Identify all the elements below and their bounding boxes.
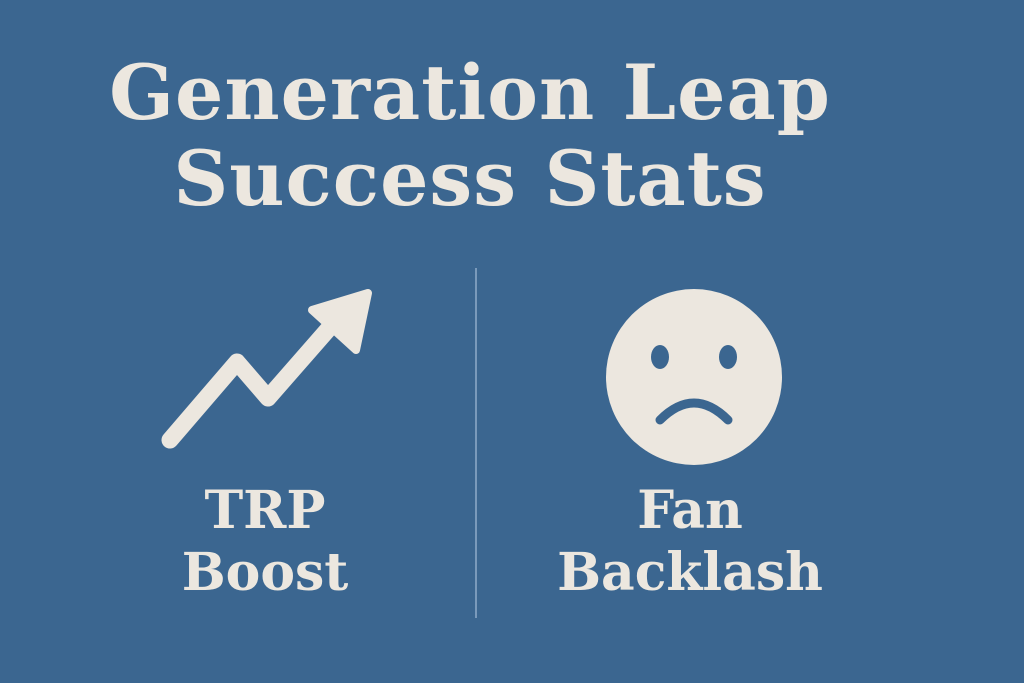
title: Generation Leap Success Stats [0,50,940,222]
label-line: TRP [204,480,326,541]
label-line: Boost [181,542,349,603]
eye [651,345,669,369]
stat-label: TRP Boost [100,480,430,604]
sad-face [606,289,782,465]
title-line: Generation Leap [109,48,831,137]
label-line: Fan [637,480,743,541]
trend-arrow [161,309,347,449]
label-line: Backlash [557,542,823,603]
stat-label: Fan Backlash [525,480,855,604]
title-line: Success Stats [173,134,767,223]
arrow-head [308,289,372,354]
eye [719,345,737,369]
frown [655,398,733,425]
